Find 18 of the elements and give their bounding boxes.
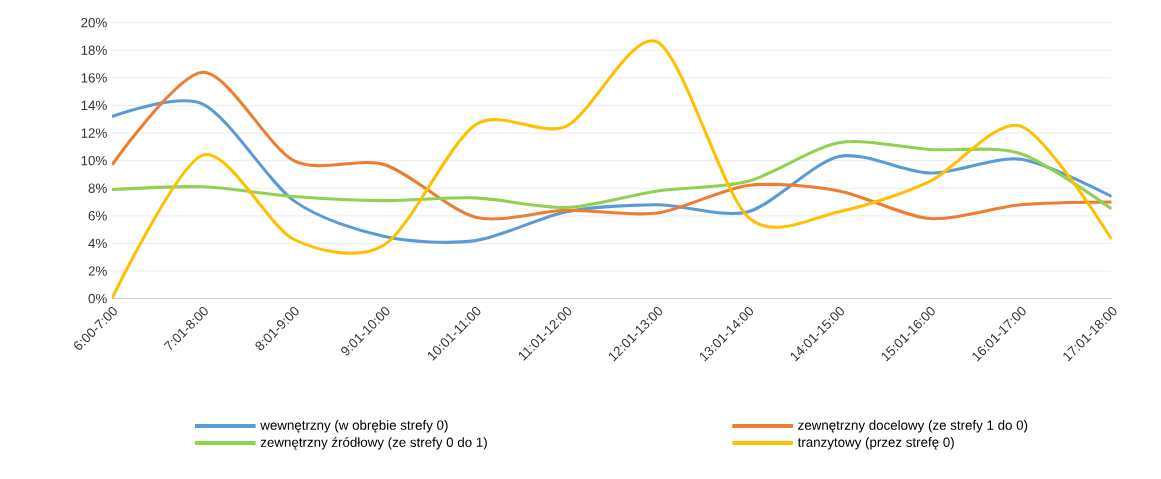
y-tick-label: 14% bbox=[81, 100, 107, 111]
legend-label: wewnętrzny (w obrębie strefy 0) bbox=[260, 420, 448, 433]
line-series bbox=[111, 71, 1112, 221]
legend-label: zewnętrzny docelowy (ze strefy 1 do 0) bbox=[798, 420, 1028, 433]
y-tick-label: 8% bbox=[88, 183, 107, 194]
y-tick-label: 6% bbox=[88, 211, 107, 221]
legend-label: zewnętrzny źródłowy (ze strefy 0 do 1) bbox=[260, 437, 487, 450]
y-tick-label: 4% bbox=[88, 238, 107, 249]
y-tick-label: 10% bbox=[81, 156, 107, 166]
y-tick-label: 0% bbox=[88, 294, 107, 304]
y-tick-label: 18% bbox=[81, 45, 107, 56]
line-series bbox=[111, 140, 1112, 211]
y-tick-label: 2% bbox=[88, 266, 107, 276]
y-tick-label: 16% bbox=[81, 73, 107, 83]
y-tick-label: 20% bbox=[81, 18, 107, 28]
legend-label: tranzytowy (przez strefę 0) bbox=[797, 437, 954, 450]
y-tick-label: 12% bbox=[81, 128, 107, 138]
line-series bbox=[111, 39, 1112, 299]
